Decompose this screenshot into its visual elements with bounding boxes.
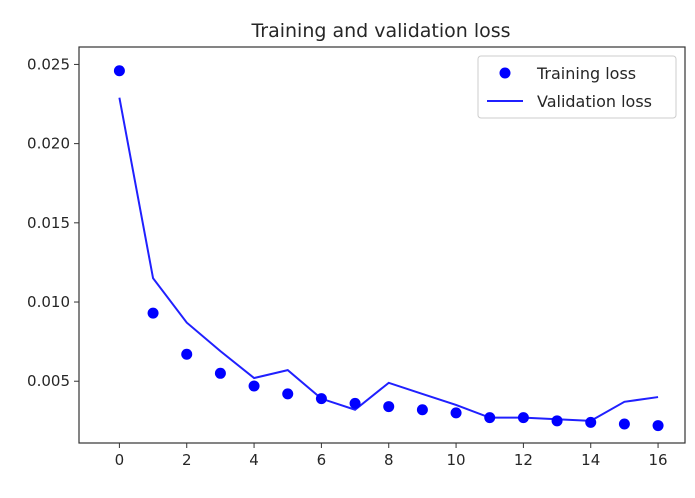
legend: Training loss Validation loss [477, 55, 677, 119]
training-loss-point [517, 412, 529, 424]
x-tick-label: 4 [249, 451, 259, 469]
training-loss-point [383, 401, 395, 413]
y-tick-label: 0.020 [27, 135, 70, 153]
x-tick-label: 14 [581, 451, 600, 469]
training-loss-point [416, 404, 428, 416]
training-loss-point [349, 397, 361, 409]
x-tick-label: 12 [514, 451, 533, 469]
x-tick-label: 6 [317, 451, 327, 469]
training-loss-point [450, 407, 462, 419]
training-loss-point [248, 380, 260, 392]
x-tick-label: 2 [182, 451, 192, 469]
legend-label-validation: Validation loss [537, 92, 652, 111]
training-loss-point [147, 307, 159, 319]
training-loss-point [315, 393, 327, 405]
y-tick-label: 0.005 [27, 372, 70, 390]
training-loss-point [181, 348, 193, 360]
training-loss-point [551, 415, 563, 427]
x-tick-label: 8 [384, 451, 394, 469]
legend-marker-training [499, 67, 511, 79]
training-loss-point [113, 65, 125, 77]
plot-frame [78, 46, 686, 444]
y-tick-label: 0.015 [27, 214, 70, 232]
validation-loss-line [118, 97, 659, 422]
x-tick-label: 0 [115, 451, 125, 469]
legend-label-training: Training loss [536, 64, 636, 83]
training-loss-point [585, 416, 597, 428]
y-tick-label: 0.025 [27, 55, 70, 73]
chart-title: Training and validation loss [250, 20, 510, 42]
training-loss-point [484, 412, 496, 424]
x-tick-label: 16 [649, 451, 668, 469]
training-loss-point [652, 420, 664, 432]
legend-box [477, 55, 677, 119]
training-loss-point [618, 418, 630, 430]
y-tick-label: 0.010 [27, 293, 70, 311]
x-tick-label: 10 [447, 451, 466, 469]
training-loss-point [282, 388, 294, 400]
training-loss-point [214, 367, 226, 379]
